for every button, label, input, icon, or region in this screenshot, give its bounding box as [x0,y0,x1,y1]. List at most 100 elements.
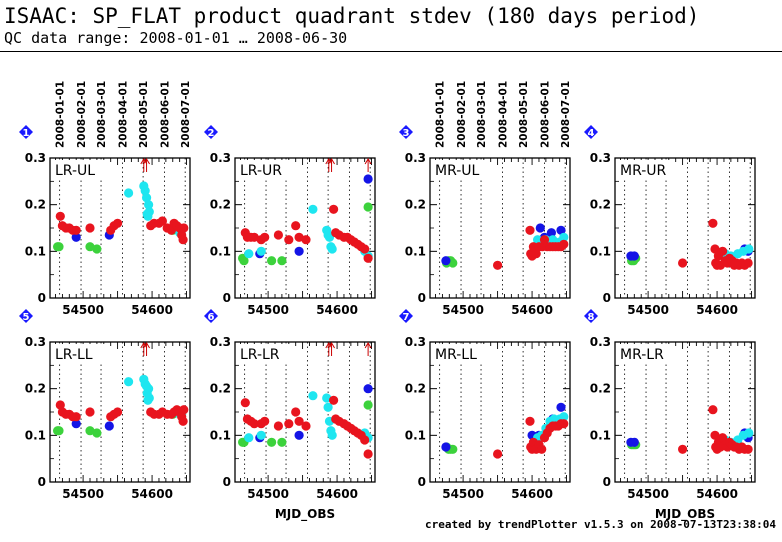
date-tick-label: 2008-05-01 [138,81,150,148]
panel-label: MR-LR [620,347,664,363]
panel-label: MR-LL [435,347,477,363]
index-diamond-icon [19,309,33,323]
data-point-red [179,223,189,233]
data-point-cyan [327,430,337,440]
data-point-red [710,244,720,254]
data-point-blue [363,384,373,394]
y-tick-label: 0.3 [405,151,426,165]
x-tick-label: 54500 [247,487,289,501]
index-number: 3 [403,128,410,139]
out-of-range-arrowhead [143,158,150,165]
y-tick-label: 0.3 [590,335,611,349]
date-tick-label: 2008-04-01 [117,81,129,148]
panel-label: LR-UL [55,163,95,179]
y-tick-label: 0.3 [25,151,46,165]
panel-label-box [52,344,106,362]
x-tick-label: 54500 [247,303,289,317]
plot-frame [614,341,756,483]
data-point-red [179,405,189,415]
data-point-red [678,444,688,454]
out-of-range-arrowhead [328,342,335,349]
panel-label: MR-UL [435,163,480,179]
data-point-red [113,218,123,228]
index-number: 2 [208,128,215,139]
panel-label-box [237,160,291,178]
y-tick-label: 0.2 [590,198,611,212]
index-number: 7 [403,312,410,323]
data-point-green [267,437,277,447]
y-tick-label: 0.3 [25,335,46,349]
index-diamond-icon [399,125,413,139]
out-of-range-arrowhead [325,342,333,349]
date-tick-label: 2008-02-01 [76,81,88,148]
data-point-red [360,435,370,445]
date-tick-label: 2008-03-01 [476,81,488,148]
y-tick-label: 0.2 [405,382,426,396]
data-point-red [291,407,301,417]
data-point-red [284,419,294,429]
out-of-range-arrowhead [140,342,148,349]
index-diamond-icon [19,125,33,139]
data-point-red [329,395,339,405]
data-point-red [178,416,188,426]
out-of-range-arrowhead [328,158,335,165]
data-point-cyan [144,207,154,217]
data-point-cyan [744,244,754,254]
data-point-red [363,449,373,459]
data-point-green [277,256,287,266]
date-tick-label: 2008-03-01 [96,81,108,148]
data-point-blue [556,225,566,235]
data-point-green [363,400,373,410]
data-point-red [678,258,688,268]
data-point-red [718,433,728,443]
data-point-blue [71,419,81,429]
data-point-red [249,232,259,242]
chart-panel-mr-ll: 0 0.1 0.2 0.3 54500 54600 MR-LL 7 [399,309,571,501]
y-tick-label: 0 [38,475,46,489]
date-tick-label: 2008-07-01 [560,81,572,148]
out-of-range-arrowhead [364,158,372,165]
y-tick-label: 0.3 [405,335,426,349]
out-of-range-arrowhead [140,158,148,165]
plot-frame [234,157,376,299]
y-tick-label: 0.2 [590,382,611,396]
panel-label-box [432,344,486,362]
page-title: ISAAC: SP_FLAT product quadrant stdev (1… [4,4,700,28]
data-point-red [55,211,65,221]
y-tick-label: 0 [418,475,426,489]
chart-panel-mr-ur: 0 0.1 0.2 0.3 54500 54600 MR-UR 4 [584,125,756,317]
data-point-red [294,232,304,242]
y-tick-label: 0.2 [25,382,46,396]
date-tick-label: 2008-01-01 [55,81,67,148]
data-point-red [718,246,728,256]
data-point-green [54,242,64,252]
x-tick-label: 54500 [62,303,104,317]
x-tick-label: 54600 [696,487,738,501]
data-point-red [301,235,311,245]
data-point-red [273,421,283,431]
data-point-cyan [244,249,254,259]
data-point-cyan [308,204,318,214]
x-tick-label: 54600 [696,303,738,317]
data-point-green [277,437,287,447]
index-number: 5 [23,312,30,323]
data-point-red [743,444,753,454]
out-of-range-arrowhead [364,342,372,349]
data-point-red [157,216,167,226]
index-diamond-icon [584,125,598,139]
index-diamond-icon [399,309,413,323]
y-tick-label: 0 [603,291,611,305]
y-tick-label: 0.2 [405,198,426,212]
index-number: 8 [588,312,595,323]
data-point-red [559,419,569,429]
data-point-red [249,419,259,429]
x-axis-label: MJD_OBS [275,507,335,522]
plot-frame [429,157,571,299]
chart-panel-lr-lr: 0 0.1 0.2 0.3 54500 54600 LR-LR 6 MJD_OBS [204,309,376,522]
qc-data-range: QC data range: 2008-01-01 … 2008-06-30 [4,29,348,47]
y-tick-label: 0 [38,291,46,305]
y-tick-label: 0.1 [405,244,426,258]
data-point-red [71,225,81,235]
data-point-red [260,232,270,242]
data-point-blue [556,402,566,412]
